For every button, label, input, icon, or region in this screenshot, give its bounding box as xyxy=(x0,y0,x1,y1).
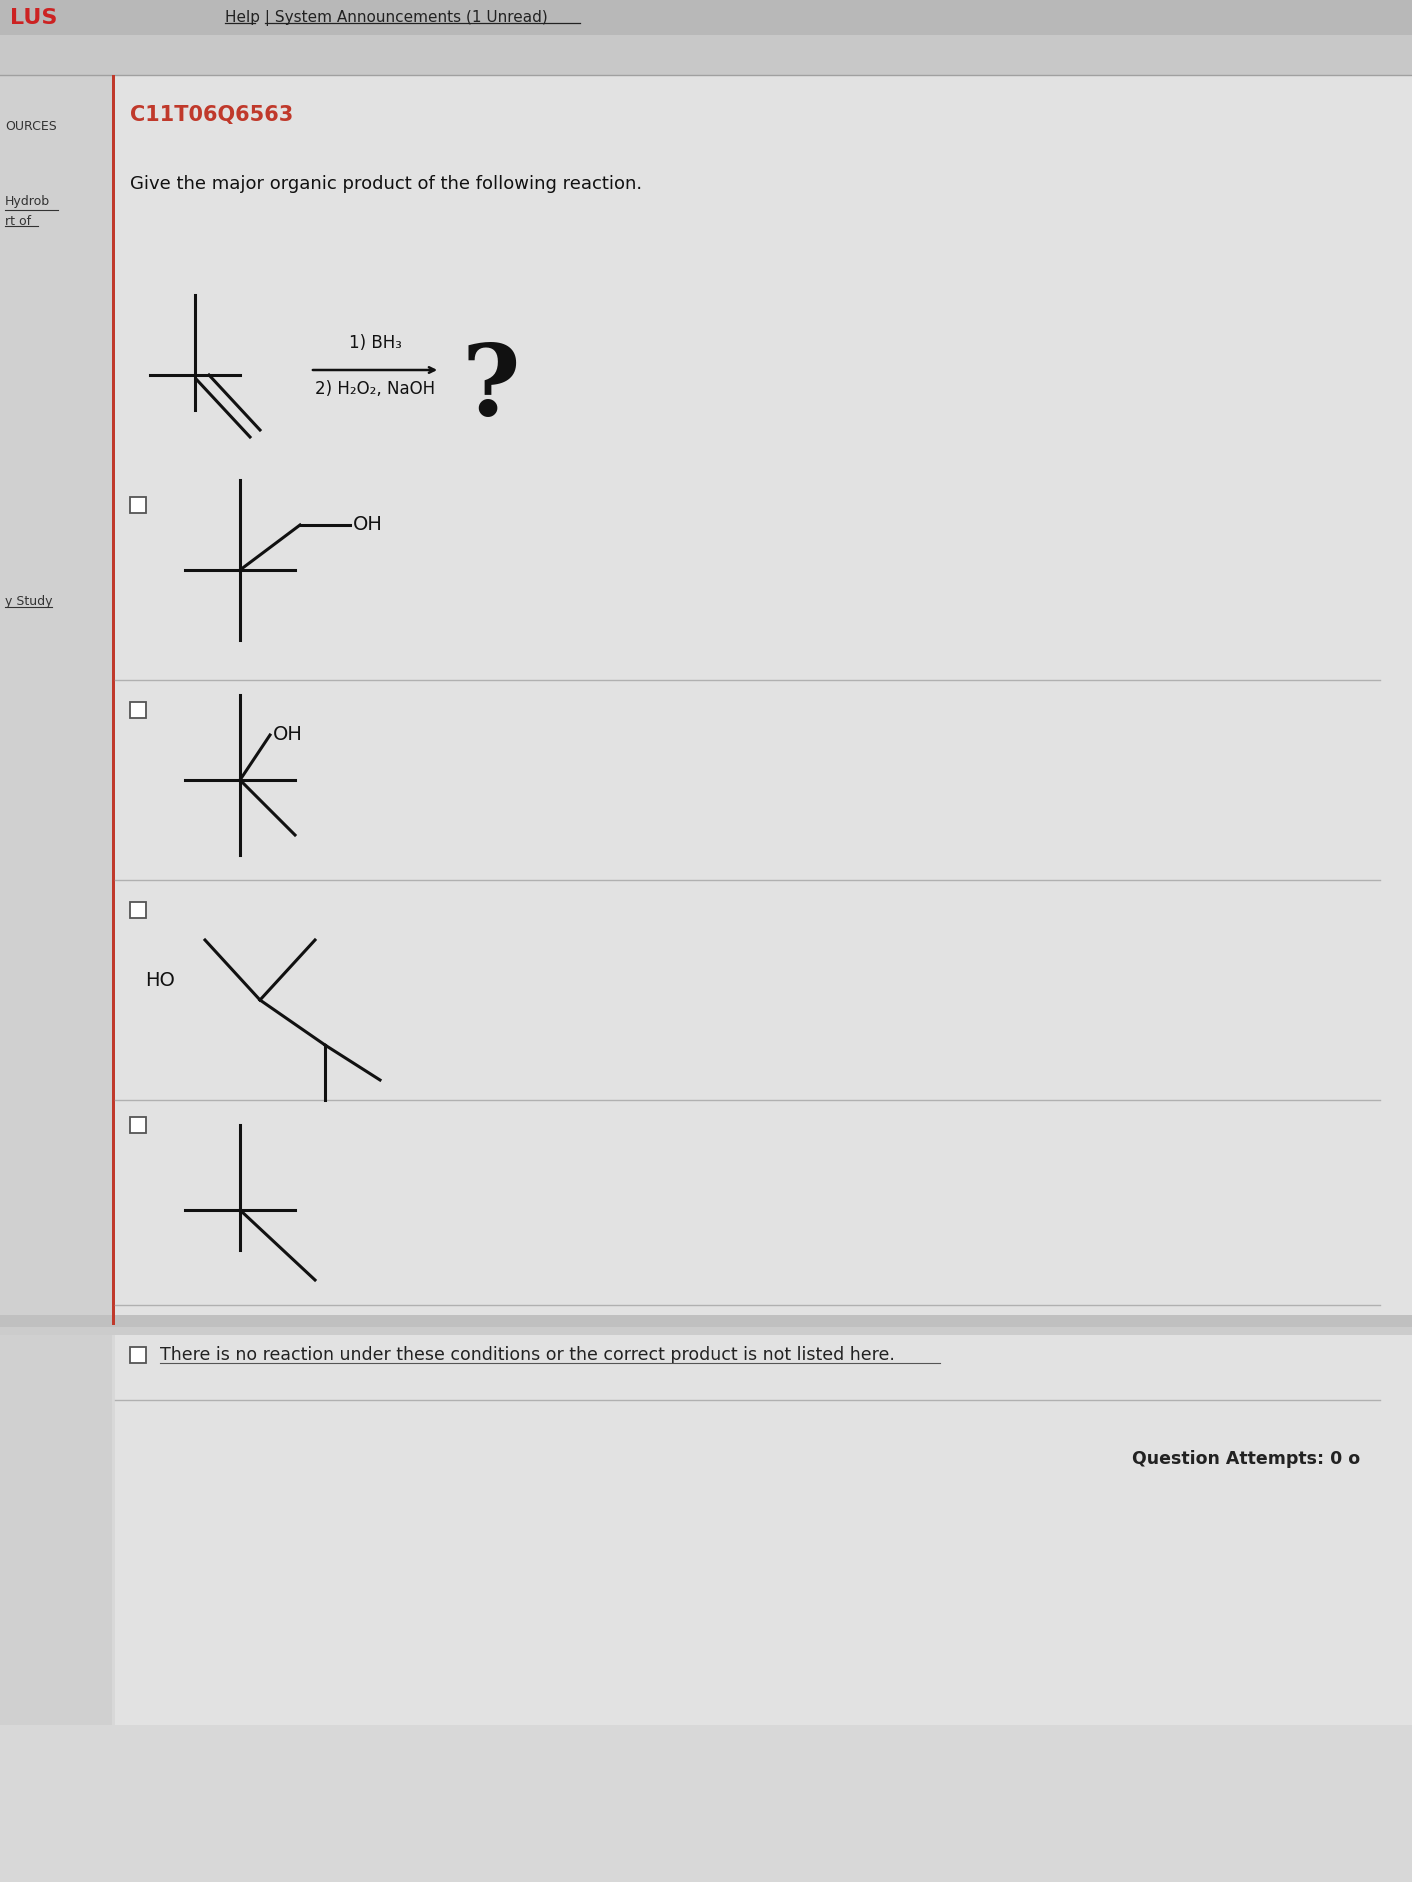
Text: Question Attempts: 0 o: Question Attempts: 0 o xyxy=(1132,1449,1360,1468)
Text: OURCES: OURCES xyxy=(6,120,56,134)
Bar xyxy=(130,497,145,514)
Text: 2) H₂O₂, NaOH: 2) H₂O₂, NaOH xyxy=(315,380,435,397)
Bar xyxy=(0,1327,1412,1334)
Bar xyxy=(0,75,112,1726)
Bar xyxy=(0,36,1412,75)
Bar xyxy=(0,0,1412,36)
Bar xyxy=(130,702,145,719)
Bar xyxy=(130,1118,145,1133)
Bar xyxy=(0,1316,1412,1327)
Text: Give the major organic product of the following reaction.: Give the major organic product of the fo… xyxy=(130,175,642,194)
Text: OH: OH xyxy=(353,516,383,534)
Text: y Study: y Study xyxy=(6,595,52,608)
Text: HO: HO xyxy=(145,971,175,990)
Text: 1) BH₃: 1) BH₃ xyxy=(349,333,401,352)
Bar xyxy=(130,901,145,918)
Bar xyxy=(114,1325,1412,1726)
Bar xyxy=(112,75,114,1325)
Text: Help | System Announcements (1 Unread): Help | System Announcements (1 Unread) xyxy=(225,9,548,26)
Text: ?: ? xyxy=(462,341,521,437)
Text: rt of: rt of xyxy=(6,215,31,228)
Text: LUS: LUS xyxy=(10,8,58,28)
Text: There is no reaction under these conditions or the correct product is not listed: There is no reaction under these conditi… xyxy=(160,1346,895,1364)
Bar xyxy=(130,1348,145,1363)
Text: Hydrob: Hydrob xyxy=(6,196,49,209)
Text: C11T06Q6563: C11T06Q6563 xyxy=(130,105,294,124)
Text: OH: OH xyxy=(273,725,304,743)
Bar xyxy=(114,75,1412,1325)
